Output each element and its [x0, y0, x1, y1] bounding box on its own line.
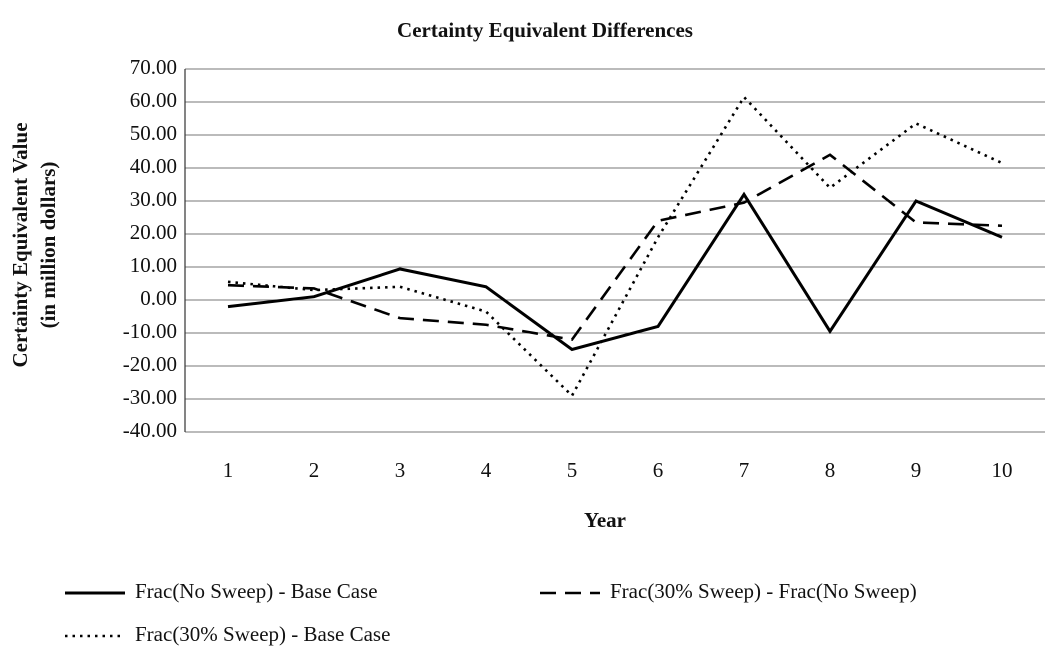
y-tick-label: 20.00	[130, 220, 177, 244]
x-tick-label: 3	[395, 458, 406, 482]
y-tick-label: 50.00	[130, 121, 177, 145]
y-tick-label: 40.00	[130, 154, 177, 178]
y-tick-label: 30.00	[130, 187, 177, 211]
legend-label: Frac(30% Sweep) - Base Case	[135, 622, 390, 646]
x-tick-label: 1	[223, 458, 234, 482]
y-tick-label: 10.00	[130, 253, 177, 277]
y-tick-label: 70.00	[130, 55, 177, 79]
y-tick-label: -20.00	[123, 352, 177, 376]
x-tick-label: 5	[567, 458, 578, 482]
legend-label: Frac(30% Sweep) - Frac(No Sweep)	[610, 579, 917, 603]
series-line	[227, 94, 1003, 398]
y-axis-title: (in million dollars)	[36, 162, 60, 329]
y-tick-label: 0.00	[140, 286, 177, 310]
y-tick-label: -40.00	[123, 418, 177, 442]
x-tick-label: 2	[309, 458, 320, 482]
series-line	[227, 191, 1003, 352]
series-line	[227, 153, 1003, 342]
y-tick-label: -30.00	[123, 385, 177, 409]
x-tick-label: 7	[739, 458, 750, 482]
y-axis-title: Certainty Equivalent Value	[8, 122, 32, 367]
x-tick-label: 4	[481, 458, 492, 482]
y-tick-label: -10.00	[123, 319, 177, 343]
legend-label: Frac(No Sweep) - Base Case	[135, 579, 378, 603]
x-axis-title: Year	[584, 508, 626, 532]
x-tick-label: 8	[825, 458, 836, 482]
chart-title: Certainty Equivalent Differences	[397, 18, 693, 42]
x-tick-label: 10	[992, 458, 1013, 482]
y-tick-label: 60.00	[130, 88, 177, 112]
x-tick-label: 9	[911, 458, 922, 482]
x-tick-label: 6	[653, 458, 664, 482]
